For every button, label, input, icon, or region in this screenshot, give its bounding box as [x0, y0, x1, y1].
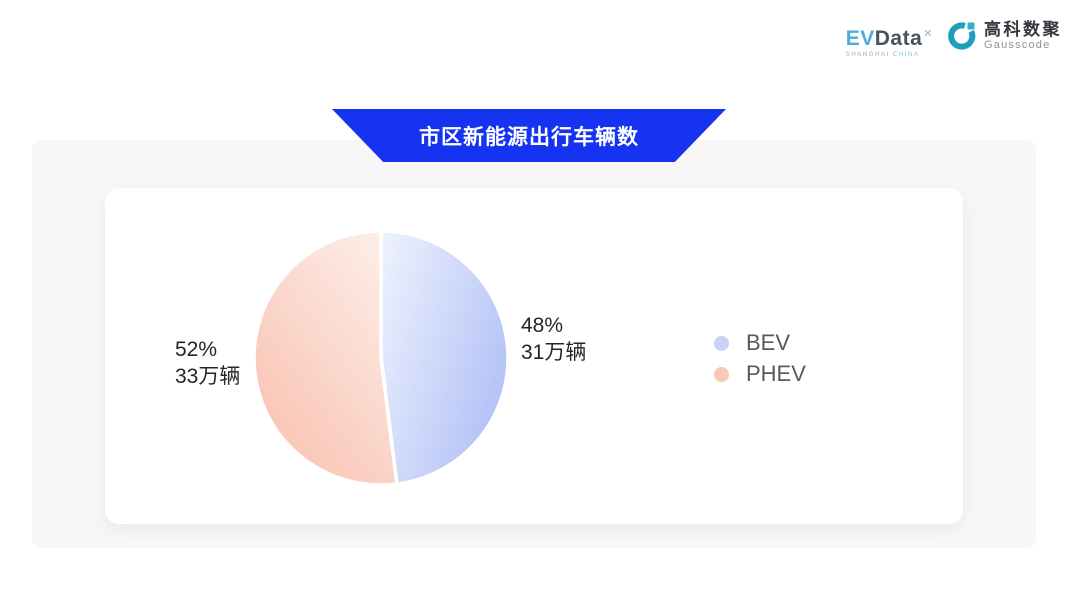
- gausscode-text: 高科数聚 Gausscode: [984, 20, 1062, 52]
- pie-label-bev-percent: 48%: [521, 314, 564, 337]
- pie-slice-bev[interactable]: [379, 229, 510, 486]
- gausscode-logo: 高科数聚 Gausscode: [947, 20, 1062, 52]
- gausscode-name-cn: 高科数聚: [984, 20, 1062, 39]
- page-title: 市区新能源出行车辆数: [419, 125, 639, 149]
- chart-legend: BEV PHEV: [714, 330, 806, 387]
- evdata-tagline-right: CHINA: [892, 52, 920, 58]
- chart-card: [105, 188, 963, 524]
- legend-label: PHEV: [746, 361, 806, 386]
- legend-dot: [714, 366, 729, 382]
- brand-bar: EVData✕ SHANGHAI CHINA 高科数聚 Gausscode: [846, 20, 1062, 58]
- legend-item-bev[interactable]: BEV: [714, 330, 806, 356]
- evdata-x-icon: ✕: [923, 28, 933, 40]
- pie-label-phev: 52% 33万辆: [175, 336, 240, 390]
- pie-label-phev-value: 33万辆: [175, 365, 241, 388]
- evdata-wordmark: EVData✕: [846, 23, 933, 50]
- gausscode-mark-icon: [948, 22, 976, 50]
- gausscode-name-en: Gausscode: [984, 39, 1051, 51]
- pie-slice-phev[interactable]: [252, 229, 399, 487]
- pie-chart: [252, 229, 510, 487]
- evdata-tagline-left: SHANGHAI: [845, 52, 890, 58]
- legend-dot: [714, 335, 729, 351]
- evdata-data-text: Data: [874, 27, 923, 50]
- evdata-tagline: SHANGHAI CHINA: [846, 52, 933, 58]
- pie-label-phev-percent: 52%: [175, 338, 218, 361]
- pie-label-bev: 48% 31万辆: [521, 312, 586, 366]
- evdata-logo: EVData✕ SHANGHAI CHINA: [846, 23, 933, 59]
- section-banner: 市区新能源出行车辆数: [332, 109, 726, 162]
- legend-item-phev[interactable]: PHEV: [714, 361, 806, 387]
- legend-label: BEV: [746, 330, 791, 355]
- evdata-ev-text: EV: [845, 27, 875, 50]
- pie-label-bev-value: 31万辆: [521, 341, 587, 364]
